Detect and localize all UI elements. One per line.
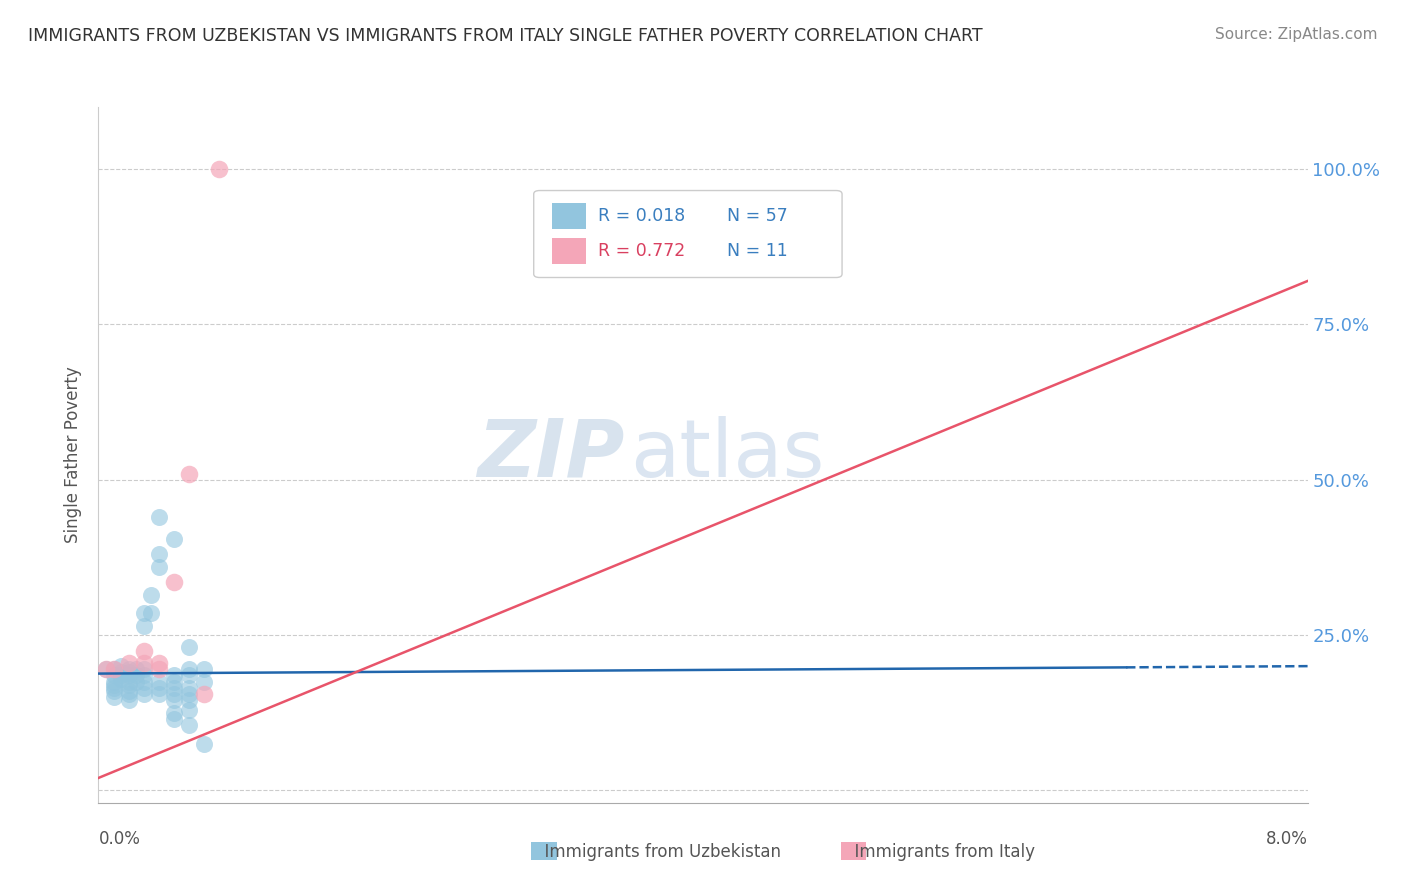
Text: Source: ZipAtlas.com: Source: ZipAtlas.com	[1215, 27, 1378, 42]
Text: R = 0.772: R = 0.772	[598, 242, 685, 260]
Point	[132, 607, 155, 621]
Point	[132, 619, 155, 633]
Point	[94, 662, 117, 676]
Point	[179, 681, 201, 695]
Point	[148, 674, 170, 689]
Point	[118, 693, 141, 707]
Point	[179, 467, 201, 481]
Text: N = 11: N = 11	[727, 242, 787, 260]
Point	[193, 687, 215, 701]
Text: R = 0.018: R = 0.018	[598, 207, 685, 226]
Point	[179, 693, 201, 707]
Point	[132, 662, 155, 676]
Point	[110, 668, 132, 682]
Point	[163, 668, 186, 682]
Point	[118, 662, 141, 676]
Point	[179, 640, 201, 655]
Point	[132, 674, 155, 689]
Text: 0.0%: 0.0%	[98, 830, 141, 847]
Point	[94, 662, 117, 676]
Point	[132, 681, 155, 695]
Point	[141, 588, 163, 602]
Point	[118, 665, 141, 680]
Point	[163, 681, 186, 695]
Point	[193, 662, 215, 676]
Point	[132, 656, 155, 670]
Point	[193, 737, 215, 751]
Point	[163, 532, 186, 546]
Bar	[553, 203, 586, 229]
Point	[179, 668, 201, 682]
Point	[163, 674, 186, 689]
Point	[103, 674, 125, 689]
Bar	[553, 238, 586, 264]
Point	[179, 687, 201, 701]
Point	[118, 684, 141, 698]
Text: IMMIGRANTS FROM UZBEKISTAN VS IMMIGRANTS FROM ITALY SINGLE FATHER POVERTY CORREL: IMMIGRANTS FROM UZBEKISTAN VS IMMIGRANTS…	[28, 27, 983, 45]
Point	[148, 547, 170, 561]
Point	[110, 665, 132, 680]
Point	[118, 674, 141, 689]
Point	[163, 706, 186, 720]
Point	[132, 668, 155, 682]
Point	[118, 656, 141, 670]
Y-axis label: Single Father Poverty: Single Father Poverty	[65, 367, 83, 543]
Point	[125, 674, 148, 689]
Point	[118, 687, 141, 701]
Point	[132, 643, 155, 657]
Point	[125, 662, 148, 676]
FancyBboxPatch shape	[534, 191, 842, 277]
Point	[103, 684, 125, 698]
Text: Immigrants from Uzbekistan: Immigrants from Uzbekistan	[534, 843, 782, 861]
Point	[179, 662, 201, 676]
Point	[132, 687, 155, 701]
Point	[163, 575, 186, 590]
Point	[163, 693, 186, 707]
Point	[103, 681, 125, 695]
Point	[148, 687, 170, 701]
Text: Immigrants from Italy: Immigrants from Italy	[844, 843, 1035, 861]
Point	[118, 668, 141, 682]
Point	[125, 668, 148, 682]
Point	[163, 712, 186, 726]
Bar	[841, 842, 866, 860]
Point	[110, 672, 132, 686]
Text: N = 57: N = 57	[727, 207, 787, 226]
Point	[118, 678, 141, 692]
Point	[163, 687, 186, 701]
Point	[103, 678, 125, 692]
Point	[179, 718, 201, 732]
Point	[148, 656, 170, 670]
Point	[103, 668, 125, 682]
Point	[148, 510, 170, 524]
Point	[103, 690, 125, 705]
Point	[110, 659, 132, 673]
Point	[148, 559, 170, 574]
Point	[103, 662, 125, 676]
Point	[208, 162, 231, 177]
Text: atlas: atlas	[630, 416, 825, 494]
Point	[179, 703, 201, 717]
Point	[103, 662, 125, 676]
Point	[193, 674, 215, 689]
Point	[148, 681, 170, 695]
Bar	[531, 842, 557, 860]
Point	[141, 607, 163, 621]
Text: ZIP: ZIP	[477, 416, 624, 494]
Point	[148, 662, 170, 676]
Text: 8.0%: 8.0%	[1265, 830, 1308, 847]
